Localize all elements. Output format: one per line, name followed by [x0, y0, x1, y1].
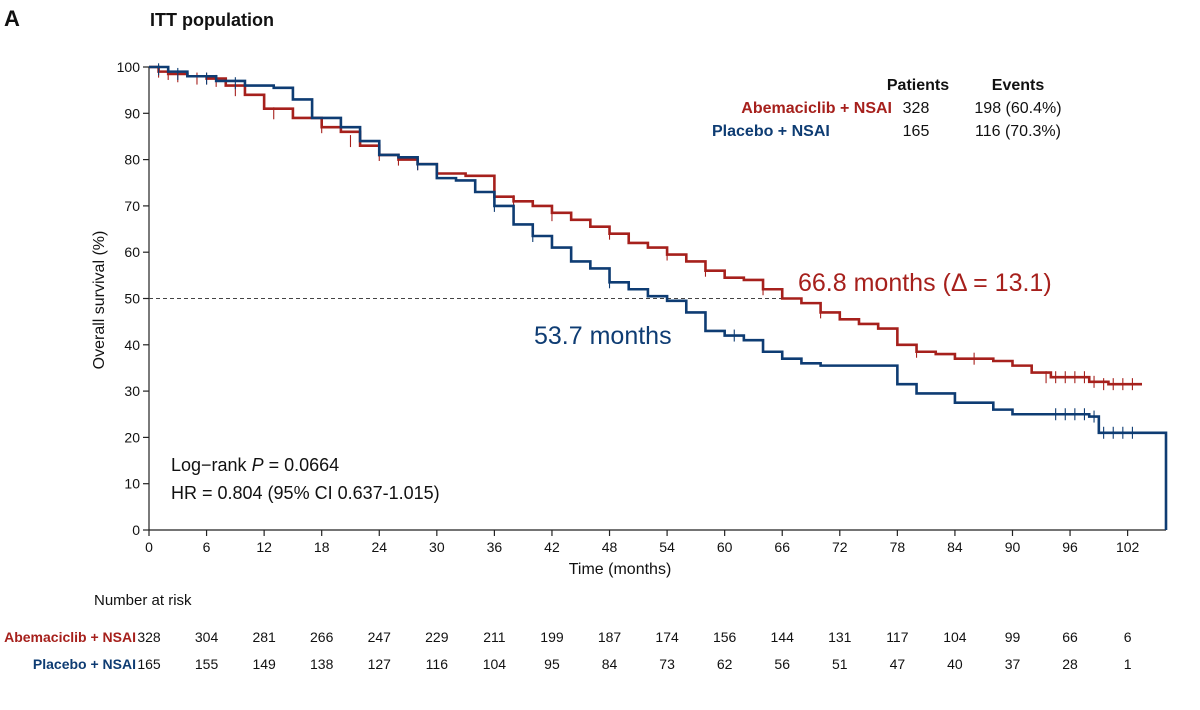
risk-value: 6	[1124, 629, 1132, 645]
median-annotation-abemaciclib: 66.8 months (Δ = 13.1)	[798, 269, 1052, 297]
x-tick-label: 48	[602, 539, 618, 555]
risk-value: 117	[886, 629, 909, 645]
risk-value: 199	[540, 629, 564, 645]
risk-value: 104	[943, 629, 967, 645]
risk-value: 165	[137, 656, 161, 672]
x-tick-label: 90	[1005, 539, 1021, 555]
risk-row-label: Placebo + NSAI	[33, 656, 136, 672]
risk-value: 156	[713, 629, 737, 645]
risk-row-label: Abemaciclib + NSAI	[4, 629, 136, 645]
legend-events-abemaciclib: 198 (60.4%)	[974, 100, 1061, 117]
x-tick-label: 60	[717, 539, 733, 555]
risk-value: 281	[252, 629, 276, 645]
risk-value: 144	[771, 629, 795, 645]
x-tick-label: 24	[371, 539, 387, 555]
legend-events-placebo: 116 (70.3%)	[975, 123, 1061, 140]
risk-value: 37	[1005, 656, 1021, 672]
y-tick-label: 60	[124, 244, 140, 260]
legend: Patients Events Abemaciclib + NSAI 328 1…	[712, 77, 1062, 140]
x-tick-label: 6	[203, 539, 211, 555]
x-tick-label: 96	[1062, 539, 1078, 555]
x-tick-label: 18	[314, 539, 330, 555]
risk-value: 40	[947, 656, 963, 672]
legend-patients-abemaciclib: 328	[903, 100, 930, 117]
x-tick-label: 36	[487, 539, 503, 555]
risk-value: 99	[1005, 629, 1021, 645]
risk-value: 84	[602, 656, 618, 672]
risk-value: 51	[832, 656, 848, 672]
hazard-ratio-text: HR = 0.804 (95% CI 0.637-1.015)	[171, 483, 440, 503]
risk-value: 95	[544, 656, 560, 672]
risk-value: 149	[252, 656, 276, 672]
x-tick-label: 12	[256, 539, 272, 555]
risk-value: 328	[137, 629, 161, 645]
risk-value: 73	[659, 656, 675, 672]
y-tick-label: 20	[124, 429, 140, 445]
risk-value: 131	[828, 629, 852, 645]
y-tick-label: 40	[124, 337, 140, 353]
risk-value: 155	[195, 656, 219, 672]
y-tick-label: 100	[117, 59, 141, 75]
x-tick-label: 66	[774, 539, 790, 555]
risk-value: 187	[598, 629, 622, 645]
x-tick-label: 42	[544, 539, 560, 555]
risk-value: 62	[717, 656, 733, 672]
axes: 0 6 12 18 24 30 36 42 48 54 60 66 72 78 84 90 96 10201020…	[117, 59, 1166, 555]
survival-curve-abemaciclib	[149, 65, 1143, 386]
risk-value: 47	[890, 656, 906, 672]
risk-value: 211	[483, 629, 506, 645]
chart-title: ITT population	[150, 10, 274, 30]
legend-label-abemaciclib: Abemaciclib + NSAI	[741, 100, 892, 117]
y-tick-label: 10	[124, 476, 140, 492]
risk-value: 1	[1124, 656, 1132, 672]
risk-value: 127	[368, 656, 392, 672]
y-tick-label: 0	[132, 522, 140, 538]
x-axis-label: Time (months)	[569, 561, 672, 578]
y-tick-label: 90	[124, 105, 140, 121]
legend-header-patients: Patients	[887, 77, 949, 94]
risk-value: 28	[1062, 656, 1078, 672]
x-tick-label: 30	[429, 539, 445, 555]
x-tick-label: 54	[659, 539, 675, 555]
y-axis-label: Overall survival (%)	[91, 231, 108, 370]
series-layer	[149, 63, 1168, 530]
risk-value: 174	[655, 629, 679, 645]
y-tick-label: 30	[124, 383, 140, 399]
x-tick-label: 84	[947, 539, 963, 555]
panel-label: A	[4, 6, 20, 31]
legend-patients-placebo: 165	[903, 123, 930, 140]
y-tick-label: 80	[124, 152, 140, 168]
median-annotation-placebo: 53.7 months	[534, 322, 672, 350]
legend-label-placebo: Placebo + NSAI	[712, 123, 830, 140]
y-tick-label: 50	[124, 291, 140, 307]
risk-value: 229	[425, 629, 449, 645]
risk-table: Abemaciclib + NSAI 328 304 281 266 247 229 211 1…	[4, 629, 1132, 672]
x-tick-label: 72	[832, 539, 848, 555]
risk-value: 266	[310, 629, 334, 645]
risk-value: 66	[1062, 629, 1078, 645]
risk-value: 116	[426, 656, 449, 672]
x-tick-label: 78	[890, 539, 906, 555]
legend-header-events: Events	[992, 77, 1045, 94]
x-tick-label: 0	[145, 539, 153, 555]
risk-value: 56	[774, 656, 790, 672]
y-tick-label: 70	[124, 198, 140, 214]
risk-value: 304	[195, 629, 219, 645]
logrank-text: Log−rank P = 0.0664	[171, 455, 339, 475]
x-tick-label: 102	[1116, 539, 1140, 555]
risk-table-title: Number at risk	[94, 592, 192, 609]
risk-value: 104	[483, 656, 507, 672]
risk-value: 247	[368, 629, 392, 645]
risk-value: 138	[310, 656, 334, 672]
